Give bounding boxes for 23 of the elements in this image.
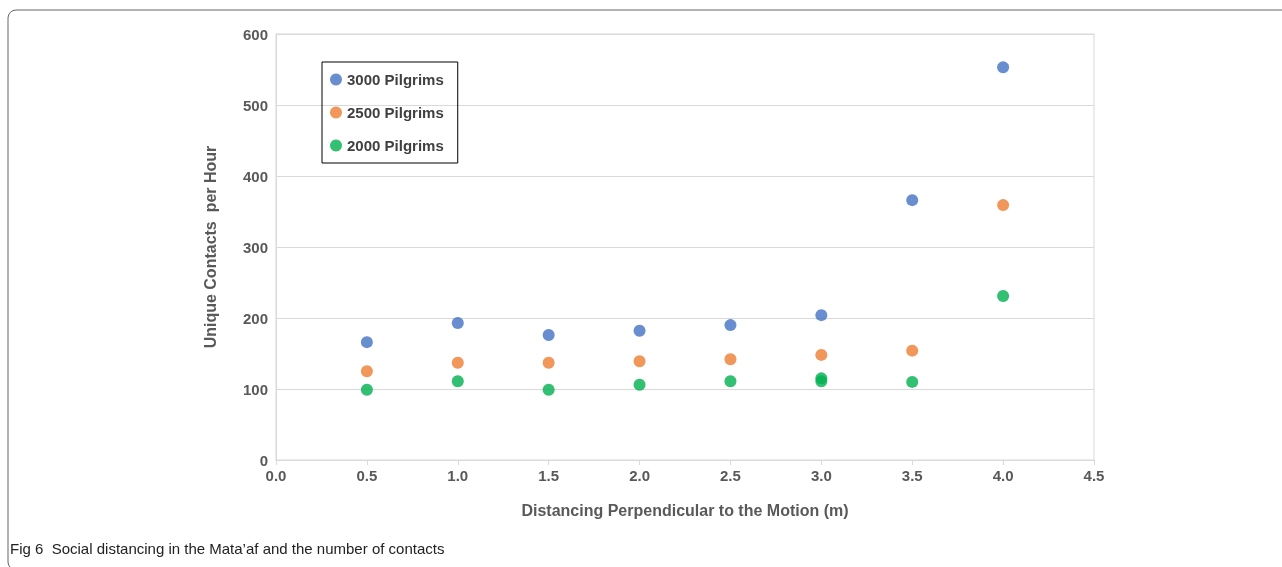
x-tick-label: 0.0 <box>265 467 287 484</box>
y-tick-label: 400 <box>242 167 268 185</box>
y-tick-label: 600 <box>242 25 268 43</box>
y-tick-label: 100 <box>242 380 268 398</box>
x-axis-title: Distancing Perpendicular to the Motion (m) <box>521 501 849 519</box>
legend-label: 3000 Pilgrims <box>347 71 444 88</box>
x-tick-label: 4.0 <box>992 467 1014 484</box>
y-tick-label: 300 <box>242 238 268 256</box>
x-tick-label: 0.5 <box>356 467 378 484</box>
y-axis-title: Unique Contacts per Hour <box>201 145 219 349</box>
y-tick-label: 500 <box>242 96 268 114</box>
caption: Fig 6 Social distancing in the Mata’af and the number of contacts <box>10 540 445 557</box>
x-tick-label: 4.5 <box>1083 467 1105 484</box>
x-tick-label: 3.0 <box>810 467 832 484</box>
x-tick-label: 2.0 <box>629 467 650 484</box>
x-tick-label: 1.0 <box>447 467 469 484</box>
y-tick-label: 200 <box>242 309 268 327</box>
legend-label: 2500 Pilgrims <box>347 104 444 121</box>
legend-label: 2000 Pilgrims <box>347 137 444 154</box>
x-tick-label: 1.5 <box>538 467 560 484</box>
x-tick-label: 3.5 <box>901 467 923 484</box>
x-tick-label: 2.5 <box>720 467 741 484</box>
y-tick-label: 0 <box>259 451 268 469</box>
